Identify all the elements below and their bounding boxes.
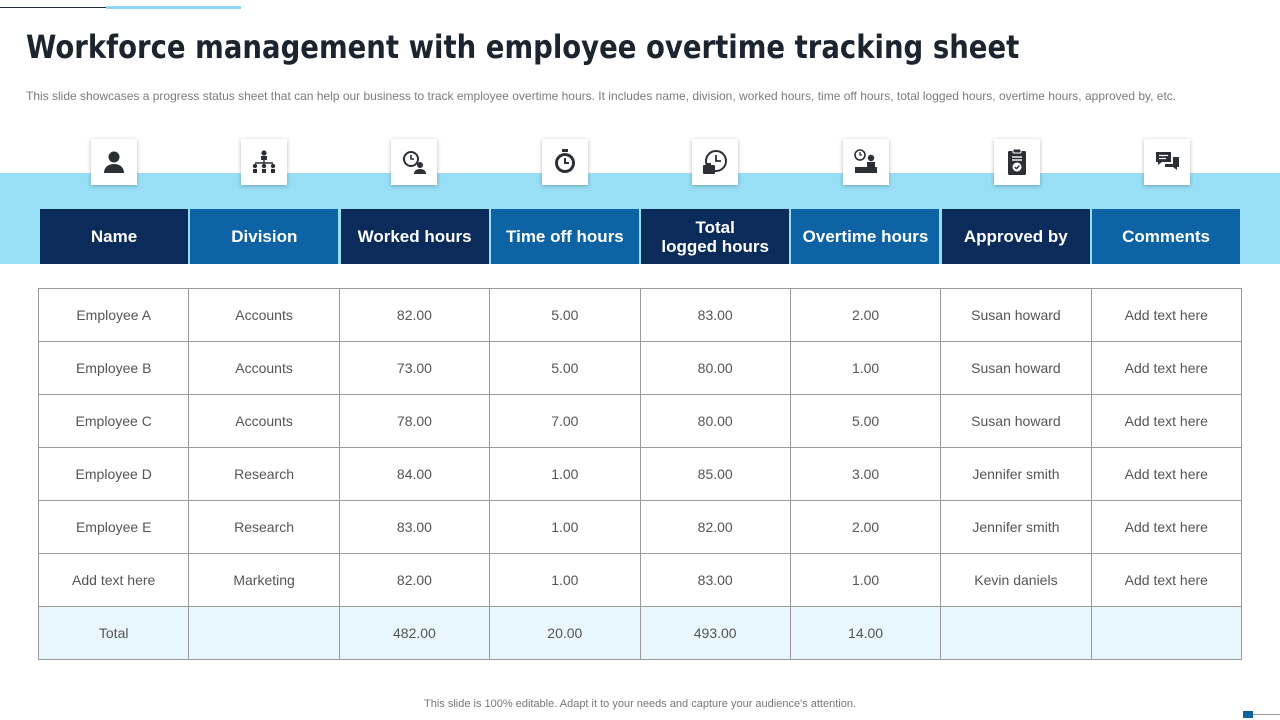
- icon-box-total-logged: [692, 139, 738, 185]
- table-row: Add text here Marketing 82.00 1.00 83.00…: [37, 553, 1243, 607]
- footer-note: This slide is 100% editable. Adapt it to…: [424, 698, 856, 710]
- top-accent-line-light: [106, 6, 241, 9]
- icon-box-comments: [1144, 139, 1190, 185]
- table-row: Employee B Accounts 73.00 5.00 80.00 1.0…: [37, 341, 1243, 395]
- cell-approved-by: Susan howard: [940, 394, 1092, 448]
- person-icon: [104, 151, 124, 173]
- column-header-comments: Comments: [1092, 209, 1241, 264]
- cell-division: Marketing: [188, 553, 340, 607]
- column-header-approved-by: Approved by: [941, 209, 1090, 264]
- cell-worked-hours: 83.00: [338, 500, 491, 554]
- cell-worked-hours: 78.00: [338, 394, 491, 448]
- cell-division: Research: [188, 500, 340, 554]
- column-header-total-logged-hours: Total logged hours: [641, 209, 790, 264]
- column-header-worked-hours: Worked hours: [340, 209, 489, 264]
- clipboard-check-icon: [1008, 148, 1026, 175]
- cell-name: Employee A: [37, 288, 190, 342]
- column-header-division: Division: [190, 209, 339, 264]
- cell-comments: Add text here: [1090, 288, 1243, 342]
- total-row: Total 482.00 20.00 493.00 14.00: [37, 606, 1243, 660]
- table-header-row: Name Division Worked hours Time off hour…: [40, 209, 1242, 264]
- cell-division: Accounts: [188, 288, 340, 342]
- cell-worked-hours: 82.00: [338, 288, 491, 342]
- corner-line: [1253, 714, 1280, 715]
- stopwatch-icon: [555, 149, 575, 173]
- cell-total-logged-hours: 80.00: [639, 394, 791, 448]
- cell-approved-by: Jennifer smith: [940, 447, 1092, 501]
- total-comments: [1090, 606, 1243, 660]
- cell-worked-hours: 82.00: [338, 553, 491, 607]
- cell-comments: Add text here: [1090, 447, 1243, 501]
- clock-briefcase-icon: [703, 150, 727, 174]
- cell-comments: Add text here: [1090, 500, 1243, 554]
- cell-division: Research: [188, 447, 340, 501]
- org-chart-icon: [252, 150, 276, 173]
- table-row: Employee C Accounts 78.00 7.00 80.00 5.0…: [37, 394, 1243, 448]
- cell-name: Employee E: [37, 500, 190, 554]
- icon-box-division: [241, 139, 287, 185]
- column-header-time-off-hours: Time off hours: [490, 209, 639, 264]
- cell-approved-by: Susan howard: [940, 288, 1092, 342]
- cell-division: Accounts: [188, 341, 340, 395]
- cell-approved-by: Jennifer smith: [940, 500, 1092, 554]
- icon-box-time-off: [542, 139, 588, 185]
- chat-icon: [1156, 152, 1179, 170]
- overtime-table: Employee A Accounts 82.00 5.00 83.00 2.0…: [37, 288, 1243, 660]
- top-accent-line-dark: [0, 7, 106, 8]
- cell-comments: Add text here: [1090, 553, 1243, 607]
- cell-name: Add text here: [37, 553, 190, 607]
- cell-time-off-hours: 7.00: [489, 394, 641, 448]
- total-approved-by: [940, 606, 1092, 660]
- clock-person-icon: [403, 151, 426, 174]
- total-overtime-hours: 14.00: [789, 606, 942, 660]
- cell-total-logged-hours: 80.00: [639, 341, 791, 395]
- cell-overtime-hours: 1.00: [789, 553, 942, 607]
- cell-total-logged-hours: 83.00: [639, 553, 791, 607]
- icon-box-approved-by: [994, 139, 1040, 185]
- cell-overtime-hours: 5.00: [789, 394, 942, 448]
- page-title: Workforce management with employee overt…: [26, 28, 1020, 66]
- cell-overtime-hours: 1.00: [789, 341, 942, 395]
- cell-overtime-hours: 2.00: [789, 288, 942, 342]
- corner-mark: [1243, 711, 1253, 718]
- cell-division: Accounts: [188, 394, 340, 448]
- cell-total-logged-hours: 82.00: [639, 500, 791, 554]
- cell-overtime-hours: 2.00: [789, 500, 942, 554]
- cell-time-off-hours: 1.00: [489, 553, 641, 607]
- cell-comments: Add text here: [1090, 341, 1243, 395]
- cell-time-off-hours: 5.00: [489, 288, 641, 342]
- column-header-overtime-hours: Overtime hours: [791, 209, 940, 264]
- total-time-off-hours: 20.00: [489, 606, 641, 660]
- cell-name: Employee D: [37, 447, 190, 501]
- cell-total-logged-hours: 83.00: [639, 288, 791, 342]
- icon-box-name: [91, 139, 137, 185]
- cell-total-logged-hours: 85.00: [639, 447, 791, 501]
- cell-name: Employee C: [37, 394, 190, 448]
- page-subtitle: This slide showcases a progress status s…: [26, 89, 1177, 103]
- cell-time-off-hours: 1.00: [489, 447, 641, 501]
- cell-approved-by: Kevin daniels: [940, 553, 1092, 607]
- cell-time-off-hours: 5.00: [489, 341, 641, 395]
- desk-clock-icon: [854, 149, 877, 173]
- cell-name: Employee B: [37, 341, 190, 395]
- total-logged-hours: 493.00: [639, 606, 791, 660]
- cell-comments: Add text here: [1090, 394, 1243, 448]
- total-worked-hours: 482.00: [338, 606, 491, 660]
- icon-box-worked-hours: [391, 139, 437, 185]
- cell-approved-by: Susan howard: [940, 341, 1092, 395]
- cell-worked-hours: 84.00: [338, 447, 491, 501]
- icon-box-overtime: [843, 139, 889, 185]
- cell-time-off-hours: 1.00: [489, 500, 641, 554]
- table-row: Employee E Research 83.00 1.00 82.00 2.0…: [37, 500, 1243, 554]
- cell-worked-hours: 73.00: [338, 341, 491, 395]
- table-row: Employee A Accounts 82.00 5.00 83.00 2.0…: [37, 288, 1243, 342]
- total-division: [188, 606, 340, 660]
- cell-overtime-hours: 3.00: [789, 447, 942, 501]
- table-row: Employee D Research 84.00 1.00 85.00 3.0…: [37, 447, 1243, 501]
- total-label: Total: [37, 606, 190, 660]
- column-header-name: Name: [40, 209, 188, 264]
